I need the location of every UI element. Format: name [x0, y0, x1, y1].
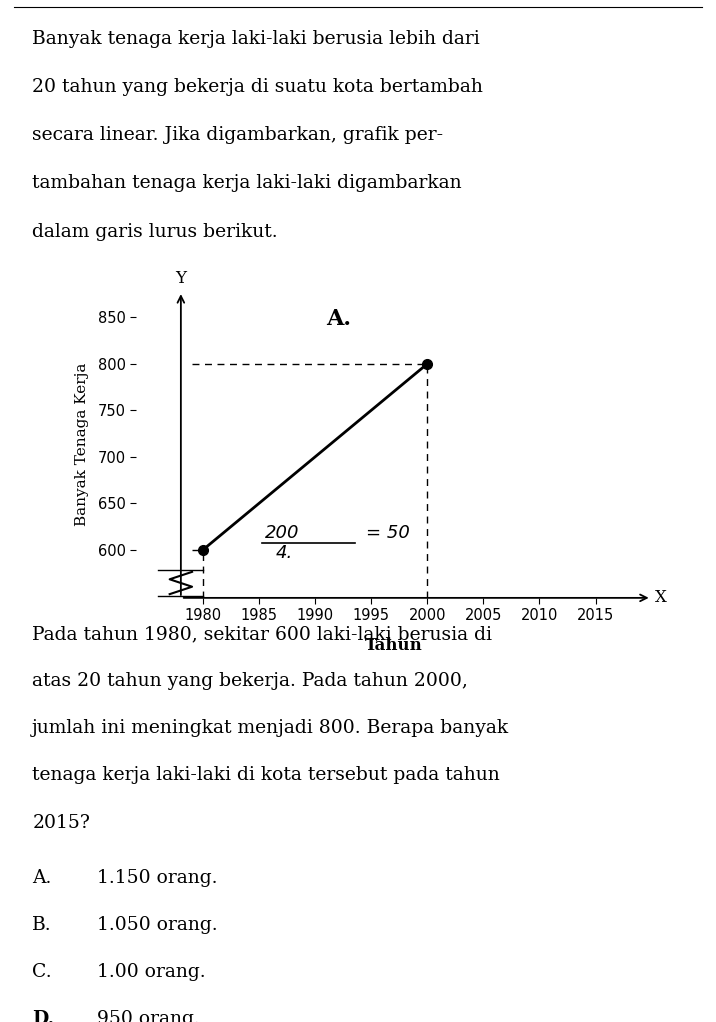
Text: Pada tahun 1980, sekitar 600 laki-laki berusia di: Pada tahun 1980, sekitar 600 laki-laki b…	[32, 625, 492, 644]
Text: 200: 200	[265, 524, 299, 542]
Text: secara linear. Jika digambarkan, grafik per-: secara linear. Jika digambarkan, grafik …	[32, 126, 443, 144]
Text: 20 tahun yang bekerja di suatu kota bertambah: 20 tahun yang bekerja di suatu kota bert…	[32, 78, 483, 96]
Text: tambahan tenaga kerja laki-laki digambarkan: tambahan tenaga kerja laki-laki digambar…	[32, 175, 462, 192]
Text: Y: Y	[175, 270, 186, 286]
Text: 1.050 orang.: 1.050 orang.	[97, 916, 217, 934]
Text: dalam garis lurus berikut.: dalam garis lurus berikut.	[32, 223, 278, 241]
Text: = 50: = 50	[366, 524, 410, 542]
Text: 1.150 orang.: 1.150 orang.	[97, 869, 217, 887]
Y-axis label: Banyak Tenaga Kerja: Banyak Tenaga Kerja	[75, 363, 90, 526]
Text: X: X	[655, 590, 667, 606]
Text: 4.: 4.	[276, 544, 294, 562]
Text: C.: C.	[32, 963, 52, 981]
Text: D.: D.	[32, 1010, 54, 1022]
Text: tenaga kerja laki-laki di kota tersebut pada tahun: tenaga kerja laki-laki di kota tersebut …	[32, 766, 500, 785]
X-axis label: Tahun: Tahun	[365, 637, 422, 654]
Text: atas 20 tahun yang bekerja. Pada tahun 2000,: atas 20 tahun yang bekerja. Pada tahun 2…	[32, 672, 468, 691]
Text: Banyak tenaga kerja laki-laki berusia lebih dari: Banyak tenaga kerja laki-laki berusia le…	[32, 30, 480, 48]
Text: 2015?: 2015?	[32, 814, 90, 832]
Text: A.: A.	[326, 308, 352, 330]
Text: 950 orang.: 950 orang.	[97, 1010, 200, 1022]
Text: jumlah ini meningkat menjadi 800. Berapa banyak: jumlah ini meningkat menjadi 800. Berapa…	[32, 719, 509, 738]
Text: A.: A.	[32, 869, 52, 887]
Text: B.: B.	[32, 916, 52, 934]
Text: 1.00 orang.: 1.00 orang.	[97, 963, 205, 981]
